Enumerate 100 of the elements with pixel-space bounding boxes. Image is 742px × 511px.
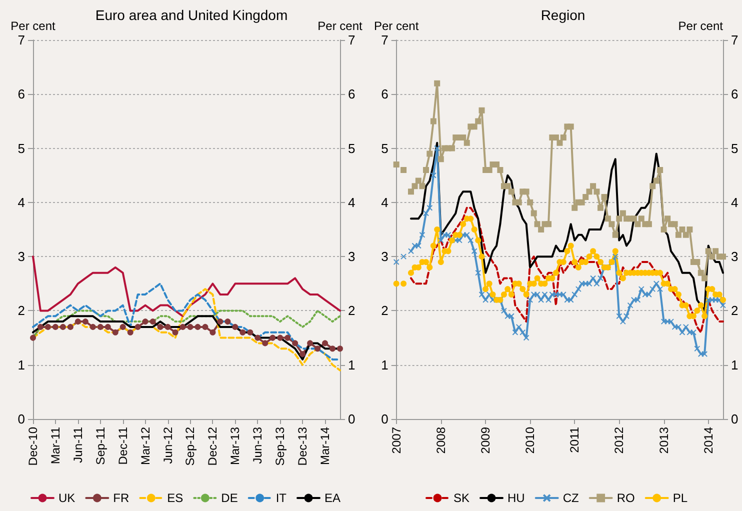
y-tick-label: 2 xyxy=(18,303,25,318)
y-axis-title: Per cent xyxy=(10,19,56,33)
point xyxy=(44,324,51,330)
point xyxy=(150,318,156,325)
legend-label: EA xyxy=(324,491,341,505)
point xyxy=(314,346,321,352)
y2-tick-label: 4 xyxy=(348,194,356,210)
y-tick-label: 5 xyxy=(18,140,25,156)
point xyxy=(277,334,284,341)
x-tick-label: Mar-13 xyxy=(228,426,242,466)
line-series xyxy=(410,142,724,312)
y-tick-label: 7 xyxy=(381,32,388,48)
point xyxy=(270,334,276,341)
point xyxy=(104,324,111,330)
x-tick-label: Mar-11 xyxy=(48,426,62,464)
point xyxy=(120,324,126,330)
line-series xyxy=(32,282,341,360)
point xyxy=(284,334,291,341)
x-tick-label: Dec-10 xyxy=(26,426,40,466)
y-tick-label: 4 xyxy=(18,194,25,210)
y-tick-label: 0 xyxy=(18,412,25,426)
x-tick-label: 2009 xyxy=(478,426,493,454)
point xyxy=(157,324,164,330)
y2-tick-label: 1 xyxy=(731,357,738,372)
y2-axis-title: Per cent xyxy=(678,19,724,33)
x-tick-label: Jun-12 xyxy=(160,426,175,464)
point xyxy=(142,318,148,325)
point xyxy=(240,329,246,336)
y2-tick-label: 2 xyxy=(731,303,738,318)
y-tick-label: 1 xyxy=(381,357,388,372)
y-tick-label: 2 xyxy=(381,303,388,318)
y2-tick-label: 5 xyxy=(731,140,738,156)
legend-label: RO xyxy=(616,491,635,505)
y2-tick-label: 3 xyxy=(348,249,356,264)
x-tick-label: Jun-13 xyxy=(250,426,265,464)
point xyxy=(60,324,66,330)
point xyxy=(90,324,96,330)
legend-label: SK xyxy=(453,491,470,505)
point xyxy=(300,351,306,358)
y-tick-label: 6 xyxy=(381,86,388,102)
y2-tick-label: 6 xyxy=(348,86,356,102)
point xyxy=(330,346,336,352)
line-series xyxy=(32,256,341,318)
point xyxy=(164,324,171,330)
y2-tick-label: 0 xyxy=(348,412,356,426)
y2-tick-label: 6 xyxy=(731,86,738,102)
legend-label: FR xyxy=(113,491,130,505)
point xyxy=(224,318,231,325)
point xyxy=(74,318,81,325)
x-tick-label: Sep-12 xyxy=(183,426,198,466)
point xyxy=(172,329,178,336)
y-tick-label: 6 xyxy=(18,86,25,102)
x-tick-label: Dec-11 xyxy=(116,426,130,465)
y-tick-label: 0 xyxy=(381,412,388,426)
point xyxy=(307,340,314,346)
y2-tick-label: 4 xyxy=(731,194,738,210)
point xyxy=(67,324,74,330)
point xyxy=(97,324,104,330)
legend-label: PL xyxy=(672,491,688,505)
x-tick-label: Sep-11 xyxy=(93,426,108,465)
x-tick-label: 2011 xyxy=(568,426,582,453)
x-tick-label: Dec-13 xyxy=(296,426,310,466)
point xyxy=(254,334,261,341)
x-tick-label: Mar-14 xyxy=(318,426,332,466)
x-tick-label: 2008 xyxy=(434,426,448,454)
point xyxy=(30,334,36,341)
y2-tick-label: 7 xyxy=(348,32,356,48)
y-tick-label: 1 xyxy=(18,357,25,372)
y-tick-label: 4 xyxy=(381,194,388,210)
point xyxy=(134,324,141,330)
point xyxy=(82,318,88,325)
y-tick-label: 7 xyxy=(18,32,25,48)
y-tick-label: 5 xyxy=(381,140,388,156)
point xyxy=(337,346,343,352)
legend-label: CZ xyxy=(562,491,579,505)
chart-title: Euro area and United Kingdom xyxy=(95,7,288,23)
x-tick-label: 2013 xyxy=(656,426,671,454)
point xyxy=(262,340,268,346)
x-tick-label: Jun-11 xyxy=(70,426,85,463)
x-tick-label: 2014 xyxy=(701,426,716,454)
line-series xyxy=(410,206,724,334)
point xyxy=(292,340,298,346)
x-tick-label: Sep-13 xyxy=(273,426,288,466)
y-tick-label: 3 xyxy=(18,249,25,264)
legend-label: ES xyxy=(167,491,184,505)
y2-tick-label: 3 xyxy=(731,249,738,264)
point xyxy=(210,329,216,336)
point xyxy=(52,324,58,330)
point xyxy=(180,324,186,330)
point xyxy=(202,324,208,330)
y-axis-title: Per cent xyxy=(374,19,420,33)
point xyxy=(112,329,118,336)
legend-label: HU xyxy=(508,491,525,505)
y2-tick-label: 2 xyxy=(348,303,356,318)
y2-axis-title: Per cent xyxy=(318,19,364,33)
point xyxy=(322,340,328,346)
point xyxy=(247,329,254,336)
x-tick-label: 2010 xyxy=(523,426,538,454)
y2-tick-label: 5 xyxy=(348,140,356,156)
y2-tick-label: 1 xyxy=(348,357,356,372)
